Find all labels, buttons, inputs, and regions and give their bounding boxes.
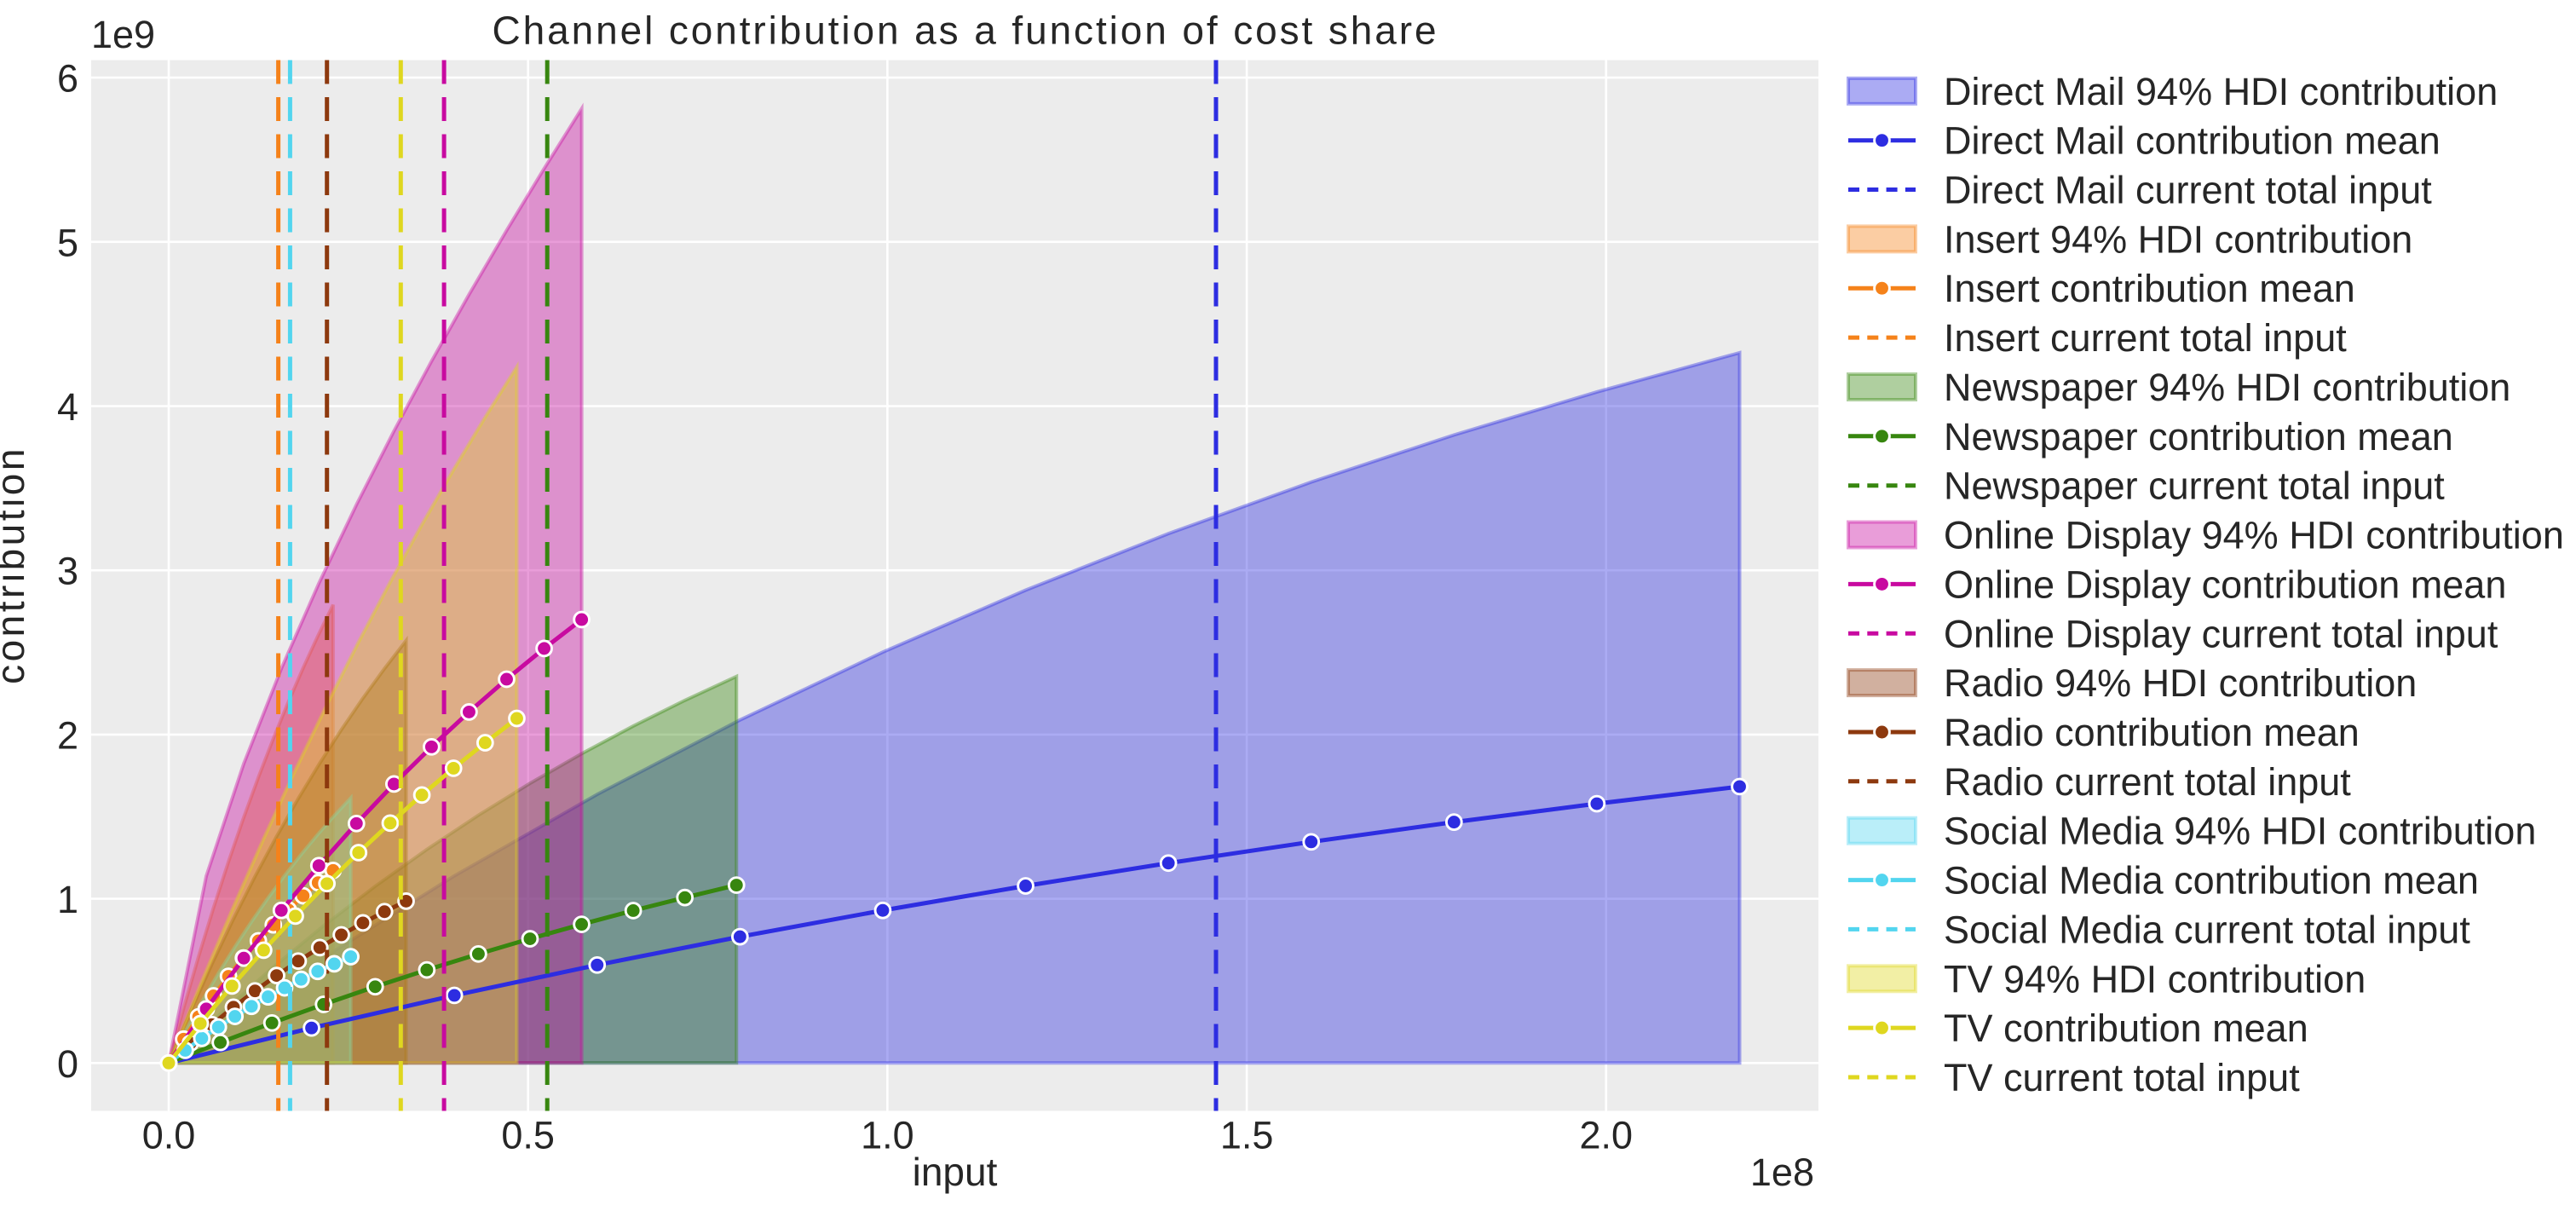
svg-text:Newspaper contribution mean: Newspaper contribution mean (1944, 415, 2453, 459)
svg-text:Online Display 94% HDI contrib: Online Display 94% HDI contribution (1944, 514, 2564, 557)
svg-text:5: 5 (57, 221, 78, 264)
svg-text:Newspaper 94% HDI contribution: Newspaper 94% HDI contribution (1944, 366, 2510, 409)
svg-text:2: 2 (57, 713, 78, 757)
svg-text:1.5: 1.5 (1220, 1114, 1274, 1157)
svg-text:1e8: 1e8 (1750, 1151, 1814, 1194)
svg-text:0.0: 0.0 (142, 1114, 196, 1157)
svg-text:Social Media contribution mean: Social Media contribution mean (1944, 859, 2479, 903)
svg-text:TV contribution mean: TV contribution mean (1944, 1006, 2308, 1050)
svg-text:1.0: 1.0 (861, 1114, 914, 1157)
svg-text:TV current total input: TV current total input (1944, 1056, 2300, 1099)
svg-text:4: 4 (57, 385, 78, 429)
svg-text:Online Display contribution me: Online Display contribution mean (1944, 562, 2506, 606)
svg-text:Insert contribution mean: Insert contribution mean (1944, 267, 2355, 310)
svg-text:Social Media 94% HDI contribut: Social Media 94% HDI contribution (1944, 810, 2536, 853)
svg-text:Direct Mail current total inpu: Direct Mail current total input (1944, 169, 2432, 212)
svg-text:3: 3 (57, 550, 78, 593)
svg-text:6: 6 (57, 57, 78, 101)
svg-text:1: 1 (57, 878, 78, 921)
svg-text:Insert current total input: Insert current total input (1944, 316, 2347, 360)
svg-text:Newspaper current total input: Newspaper current total input (1944, 464, 2445, 508)
svg-text:1e9: 1e9 (91, 13, 155, 56)
svg-text:input: input (913, 1150, 998, 1194)
svg-text:Channel contribution as a func: Channel contribution as a function of co… (493, 9, 1439, 53)
svg-text:Radio 94% HDI contribution: Radio 94% HDI contribution (1944, 661, 2417, 705)
svg-text:2.0: 2.0 (1580, 1114, 1634, 1157)
svg-text:Online Display current total i: Online Display current total input (1944, 612, 2498, 655)
svg-text:contribution: contribution (0, 446, 32, 684)
svg-text:Radio contribution mean: Radio contribution mean (1944, 711, 2360, 754)
svg-text:Insert 94% HDI contribution: Insert 94% HDI contribution (1944, 217, 2412, 261)
svg-text:0.5: 0.5 (501, 1114, 555, 1157)
svg-text:Direct Mail 94% HDI contributi: Direct Mail 94% HDI contribution (1944, 70, 2498, 113)
svg-text:Radio current total input: Radio current total input (1944, 760, 2351, 804)
svg-text:TV 94% HDI contribution: TV 94% HDI contribution (1944, 957, 2366, 1001)
svg-text:Direct Mail contribution mean: Direct Mail contribution mean (1944, 119, 2441, 163)
svg-text:0: 0 (57, 1042, 78, 1086)
svg-text:Social Media current total inp: Social Media current total input (1944, 908, 2470, 951)
